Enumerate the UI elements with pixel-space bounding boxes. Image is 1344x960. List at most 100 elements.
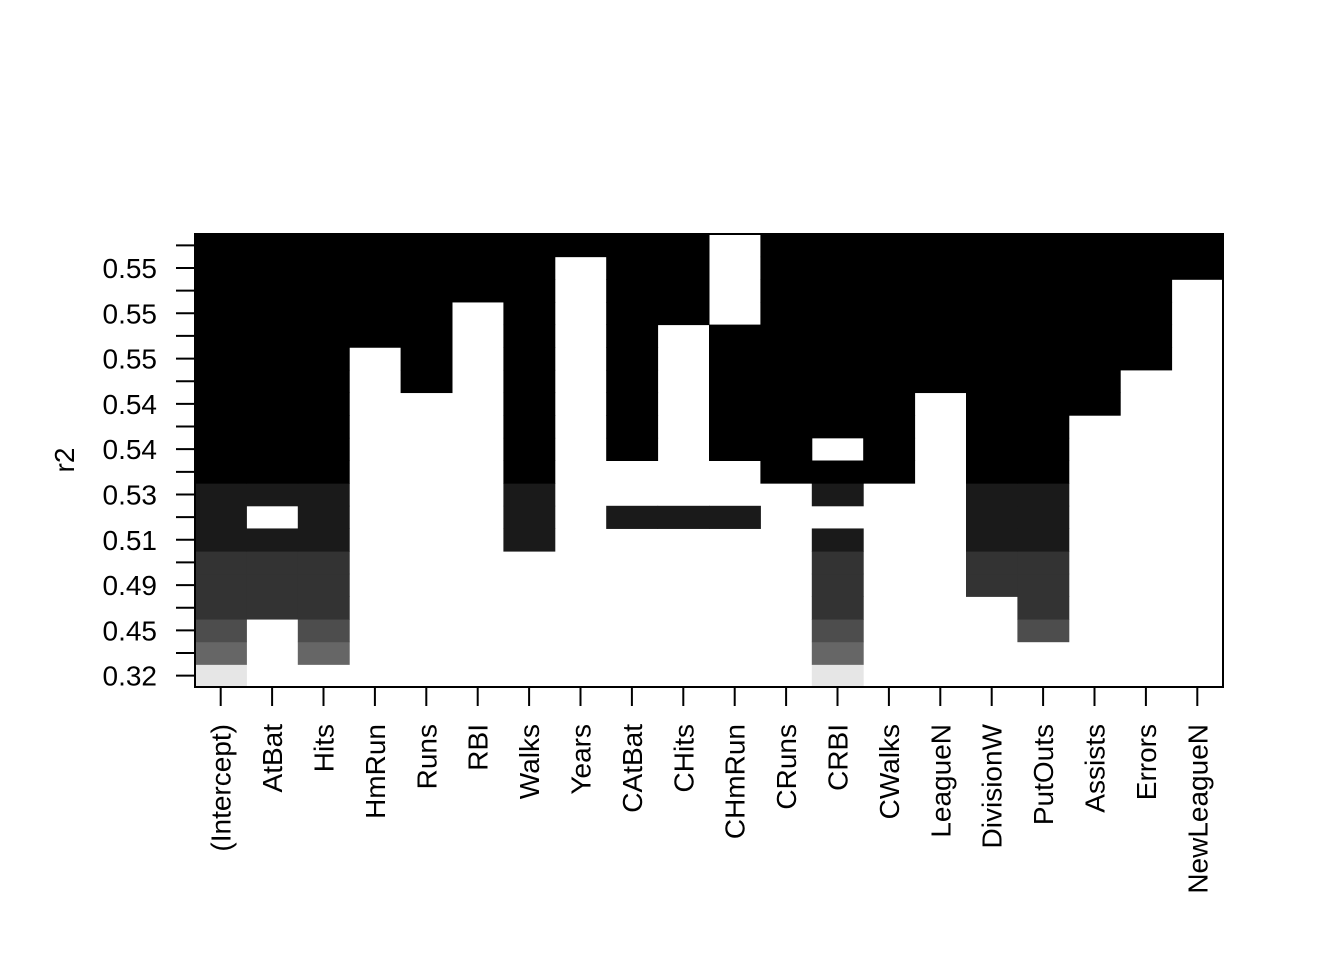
heatmap-cell <box>246 301 299 326</box>
heatmap-cell <box>503 369 556 394</box>
heatmap-cell <box>811 279 864 303</box>
heatmap-cell <box>297 641 350 665</box>
heatmap-cell <box>246 324 299 348</box>
heatmap-cell <box>863 392 916 416</box>
x-tick-label: Walks <box>514 724 545 799</box>
heatmap-cell <box>709 324 761 348</box>
heatmap-cell <box>503 279 556 303</box>
heatmap-cell <box>1068 256 1121 280</box>
heatmap-cell <box>195 528 247 552</box>
heatmap-cell <box>863 301 916 326</box>
heatmap-cell <box>349 324 402 348</box>
x-tick-label: Assists <box>1080 724 1111 813</box>
x-tick-label: (Intercept) <box>206 724 237 852</box>
heatmap-cell <box>1017 256 1070 280</box>
heatmap-cell <box>297 415 350 439</box>
x-tick-label: CRBI <box>823 724 854 791</box>
heatmap-cell <box>297 347 350 371</box>
heatmap-cell <box>503 347 556 371</box>
heatmap-cell <box>863 460 916 484</box>
heatmap-cell <box>503 324 556 348</box>
heatmap-cell <box>1017 596 1070 620</box>
heatmap-cell <box>503 234 556 258</box>
heatmap-cell <box>811 596 864 620</box>
heatmap-cell <box>503 415 556 439</box>
heatmap-cell <box>503 505 556 529</box>
x-tick-label: Errors <box>1131 724 1162 800</box>
heatmap-cell <box>606 505 659 529</box>
y-tick-label: 0.53 <box>103 479 158 510</box>
heatmap-cell <box>914 234 967 258</box>
heatmap-cell <box>966 460 1018 484</box>
heatmap-cell <box>503 528 556 552</box>
heatmap-cell <box>606 279 659 303</box>
heatmap-cell <box>246 460 299 484</box>
heatmap-cell <box>811 392 864 416</box>
heatmap-cell <box>195 619 247 643</box>
x-tick-label: Years <box>566 724 597 795</box>
x-tick-label: LeagueN <box>925 724 956 838</box>
heatmap-cell <box>863 415 916 439</box>
heatmap-cell <box>246 234 299 258</box>
heatmap-cell <box>657 256 710 280</box>
heatmap-cell <box>760 301 813 326</box>
heatmap-cell <box>1017 437 1070 461</box>
heatmap-cell <box>1068 234 1121 258</box>
heatmap-cell <box>606 369 659 394</box>
heatmap-cell <box>297 505 350 529</box>
heatmap-cell <box>297 483 350 507</box>
heatmap-cell <box>1017 415 1070 439</box>
heatmap-cell <box>966 347 1018 371</box>
heatmap-cell <box>246 392 299 416</box>
x-tick-label: CRuns <box>771 724 802 810</box>
heatmap-cell <box>811 551 864 575</box>
heatmap-cell <box>966 437 1018 461</box>
heatmap-cell <box>811 301 864 326</box>
heatmap-cell <box>400 301 453 326</box>
heatmap-cell <box>760 256 813 280</box>
heatmap-cell <box>966 528 1018 552</box>
heatmap-cell <box>195 505 247 529</box>
x-tick-label: PutOuts <box>1028 724 1059 825</box>
heatmap-cell <box>297 256 350 280</box>
heatmap-cell <box>297 551 350 575</box>
heatmap-cell <box>657 234 710 258</box>
heatmap-cell <box>1017 528 1070 552</box>
heatmap-cell <box>914 324 967 348</box>
heatmap-cell <box>503 483 556 507</box>
heatmap-cell <box>966 505 1018 529</box>
heatmap-cell <box>297 573 350 597</box>
heatmap-cell <box>1017 460 1070 484</box>
x-tick-label: RBI <box>463 724 494 771</box>
heatmap-cell <box>1068 392 1121 416</box>
heatmap-cell <box>1068 279 1121 303</box>
heatmap-cell <box>246 483 299 507</box>
heatmap-cell <box>811 256 864 280</box>
heatmap-cell <box>246 551 299 575</box>
y-tick-label: 0.32 <box>103 661 158 692</box>
heatmap-cell <box>1017 392 1070 416</box>
heatmap-cell <box>760 279 813 303</box>
heatmap-cell <box>1120 301 1173 326</box>
heatmap-cell <box>1017 551 1070 575</box>
heatmap-cell <box>195 392 247 416</box>
heatmap-cell <box>966 279 1018 303</box>
heatmap-cell <box>863 369 916 394</box>
heatmap-cell <box>195 437 247 461</box>
heatmap-cell <box>503 392 556 416</box>
heatmap-cell <box>709 415 761 439</box>
heatmap-cell <box>811 573 864 597</box>
heatmap-cell <box>297 596 350 620</box>
heatmap-cell <box>811 347 864 371</box>
heatmap-cell <box>709 437 761 461</box>
heatmap-cell <box>863 347 916 371</box>
heatmap-cell <box>297 324 350 348</box>
heatmap-cell <box>246 528 299 552</box>
heatmap-cell <box>657 279 710 303</box>
heatmap-cell <box>760 347 813 371</box>
heatmap-cell <box>195 664 247 688</box>
heatmap-cell <box>914 347 967 371</box>
heatmap-cell <box>246 596 299 620</box>
heatmap-cell <box>811 664 864 688</box>
